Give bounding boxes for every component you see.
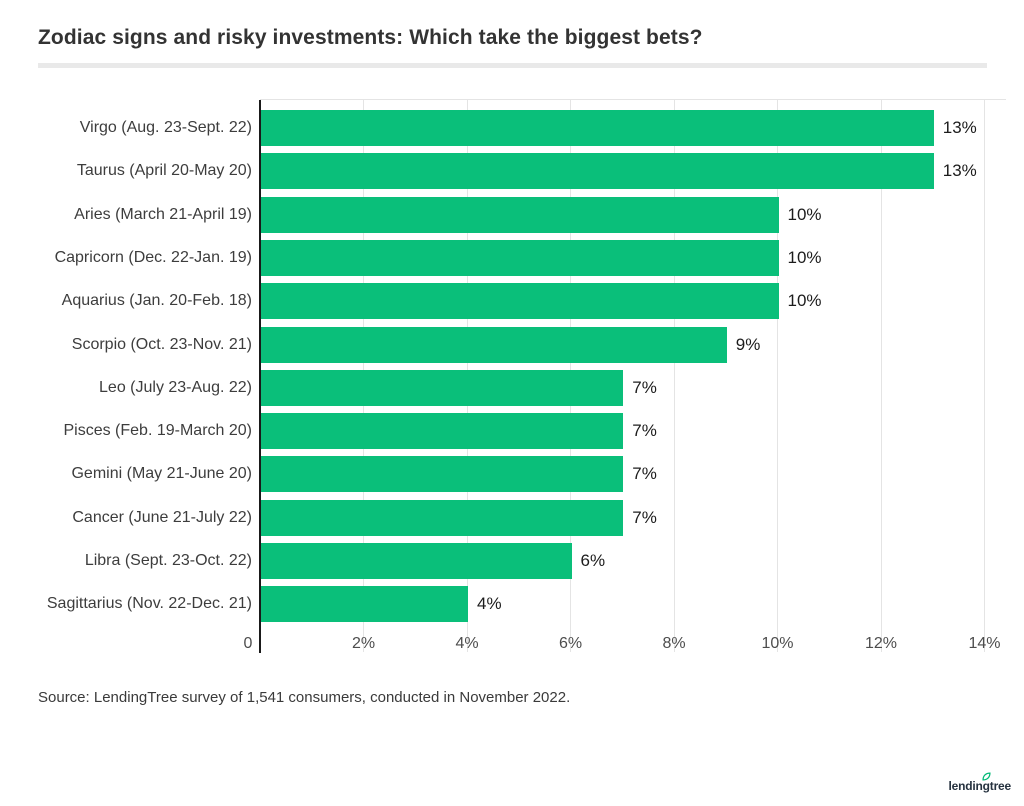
value-label: 7% [632,421,657,441]
bar [261,499,624,536]
value-label: 10% [787,247,822,267]
category-label: Cancer (June 21-July 22) [72,508,252,526]
category-label: Aries (March 21-April 19) [74,205,252,223]
category-label: Taurus (April 20-May 20) [76,162,252,180]
x-axis-tick-label: 0 [243,635,253,652]
bar [261,369,624,406]
logo-text: lendingtree [948,779,1012,793]
x-axis-tick-label: 6% [558,635,583,652]
value-label: 9% [735,334,761,354]
bar [261,110,934,146]
bar [261,283,779,320]
x-axis-tick-label: 8% [662,635,686,652]
zero-axis-line [259,100,261,653]
lendingtree-logo: lendingtree [948,772,1012,797]
value-label: 4% [477,594,502,614]
category-label: Capricorn (Dec. 22-Jan. 19) [54,248,252,266]
value-label: 6% [580,551,606,570]
chart-title: Zodiac signs and risky investments: Whic… [38,26,703,49]
x-axis-tick-label: 12% [864,635,898,652]
value-label: 7% [632,377,657,397]
value-label: 7% [632,464,657,484]
value-label: 13% [942,118,977,137]
source-note: Source: LendingTree survey of 1,541 cons… [38,689,571,706]
x-axis-tick-label: 10% [761,635,794,652]
x-axis-tick-label: 14% [968,635,1001,652]
gridline [984,100,985,652]
category-label: Scorpio (Oct. 23-Nov. 21) [71,335,252,353]
bar [261,153,934,190]
bar [261,543,572,579]
x-axis-tick-label: 2% [351,635,376,652]
category-label: Gemini (May 21-June 20) [71,465,252,483]
category-label: Libra (Sept. 23-Oct. 22) [84,552,252,569]
x-axis-tick-label: 4% [455,635,479,652]
bar [261,326,727,363]
bar [261,196,779,233]
bar [261,456,624,493]
title-divider [38,63,987,68]
plot-top-border [260,99,1006,100]
bar [261,413,624,450]
value-label: 13% [942,161,977,181]
category-label: Virgo (Aug. 23-Sept. 22) [79,119,252,136]
bar [261,239,779,276]
gridline [880,100,882,652]
category-label: Leo (July 23-Aug. 22) [99,378,252,396]
category-label: Pisces (Feb. 19-March 20) [63,422,252,440]
leaf-icon [981,772,991,781]
category-label: Aquarius (Jan. 20-Feb. 18) [61,292,252,310]
value-label: 10% [787,291,822,311]
value-label: 7% [632,507,657,527]
gridline [673,100,675,652]
bar [261,586,468,623]
gridline [777,100,778,652]
category-label: Sagittarius (Nov. 22-Dec. 21) [46,595,252,613]
value-label: 10% [787,204,822,224]
